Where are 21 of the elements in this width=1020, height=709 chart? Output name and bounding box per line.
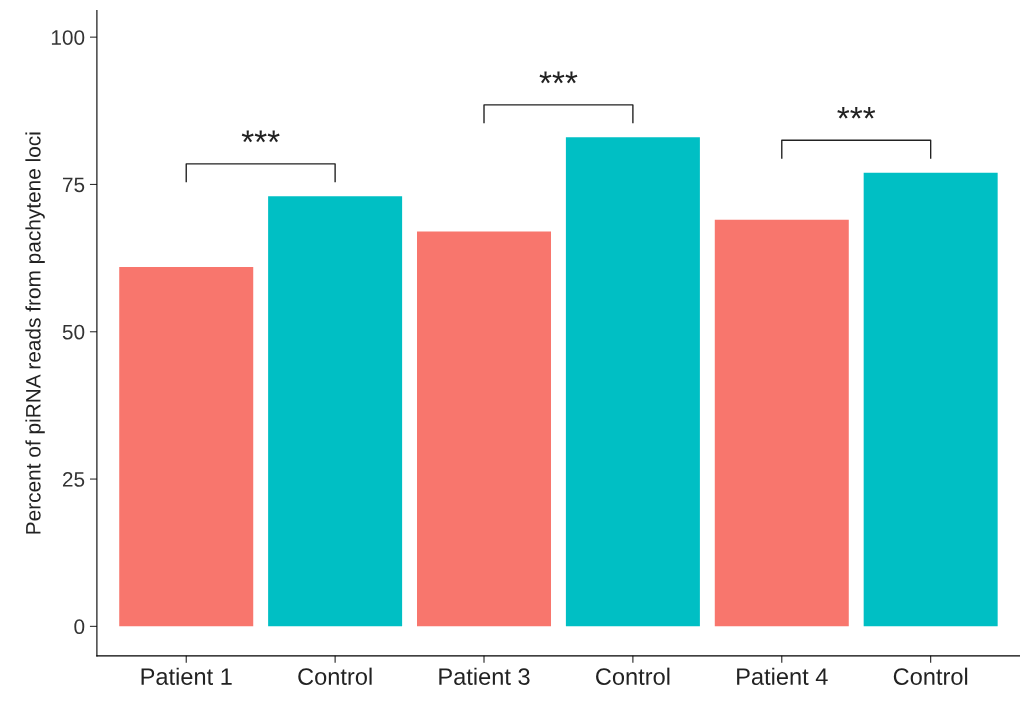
bar [863,172,998,627]
bar [268,196,403,627]
bar [565,137,700,627]
x-tick-label: Control [298,667,372,685]
y-tick-label: 50 [62,324,85,340]
annotation: *** [241,130,280,143]
x-tick-label: Patient 4 [737,667,828,685]
bar [714,219,849,627]
y-tick-label: 0 [74,619,85,635]
x-tick-label: Patient 3 [439,667,530,685]
annotation: *** [539,71,578,84]
x-tick-label: Control [596,667,670,685]
annotation: *** [837,106,876,119]
x-tick-label: Control [893,667,968,685]
bar [119,266,254,627]
x-tick-label: Patient 1 [141,667,232,685]
y-tick-label: 25 [62,472,85,487]
bar [417,231,552,627]
y-tick-label: 100 [51,30,85,45]
y-axis-title: Percent of piRNA reads from pachytene loci [25,132,45,534]
y-tick-label: 75 [62,177,85,193]
